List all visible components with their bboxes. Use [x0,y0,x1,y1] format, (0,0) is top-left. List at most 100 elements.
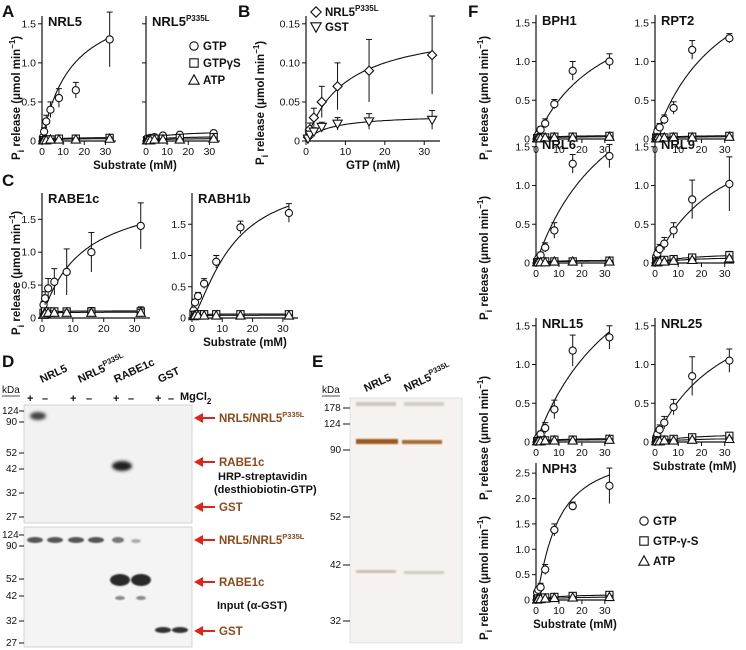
A1-x-label: Substrate (mM) [93,160,177,172]
A2-point-2-4 [157,133,169,144]
C1-point-2-6 [135,307,147,317]
marker-e-32: 32 [330,616,342,627]
F_NRL6-point-0-5 [568,159,577,168]
C2-point-0-4 [212,257,221,266]
chart-b-gtp: 0 10 20 30 0 0.05 0.10 0.15 GTP (mM) NRL5P335L GST [280,4,440,172]
B-point-1-6 [426,115,438,126]
marker-bottom-42: 42 [6,591,18,602]
sign-plus-4: + [155,393,161,405]
F_NPH3-point-2-4 [548,592,560,603]
F_NPH3-ytick-label-5: 2.5 [515,468,530,480]
panel-letter-b: B [238,2,250,21]
F_NRL6-ytick-label-2: 1.0 [515,180,530,192]
marker-top-124: 124 [2,406,19,417]
lane-header-nrl5: NRL5 [38,363,69,386]
F_NRL15-ytick-label-2: 1.0 [515,359,530,371]
A1-point-0-3 [46,105,55,114]
chart-a-nrl5-p335l: 0 10 20 30 NRL5P335L GTP GTPγS ATP [141,14,241,158]
C1-point-0-4 [62,267,71,277]
F_NRL6-xtick-label-1: 10 [553,268,565,280]
C2-xtick-label-2: 20 [247,323,259,335]
gel-faint-1 [356,570,396,573]
arrow-top-rabe1c-label: RABE1c [219,457,265,469]
legend-a-gtpgs-label: GTPγS [203,58,241,70]
gel-faint-2 [404,571,444,574]
gel-e-markers: 178 124 90 52 42 32 [324,403,350,627]
C2-point-0-2 [193,291,203,301]
marker-bottom-27: 27 [6,638,18,649]
F_NPH3-ytick-label-1: 0.5 [515,569,530,581]
marker-bottom-90: 90 [6,541,18,552]
legend-b-nrl5-icon [310,6,322,18]
F_NRL6-point-2-3 [539,256,551,267]
F_NPH3-x-label: Substrate (mM) [533,619,617,631]
legend-a-gtpgs-icon [189,58,199,68]
arrow-top-nrl5-label: NRL5/NRL5P335L [219,410,305,425]
B-ytick-label-0: 0 [294,136,300,148]
A1-point-2-4 [53,133,65,144]
F_NRL15-title: NRL15 [542,316,583,331]
F_BPH1-point-0-4 [550,99,559,109]
F_NPH3-ytick-label-4: 2.0 [515,493,530,505]
C2-point-2-3 [198,309,210,320]
A1-xtick-label-1: 10 [57,146,69,158]
lane-header-gst: GST [156,365,182,386]
B-point-1-3 [316,122,328,133]
F_NPH3-xtick-label-3: 30 [599,605,611,617]
sign-minus-2: – [86,393,92,405]
F_NRL6-xtick-label-2: 20 [576,268,588,280]
A1-point-2-6 [104,132,116,143]
C1-xtick-label-3: 30 [129,323,141,335]
F_NRL6-point-2-4 [548,255,560,266]
F_NRL15-xtick-label-1: 10 [553,447,565,459]
C2-ytick-label-2: 1.0 [171,250,186,262]
F_NPH3-xtick-label-1: 10 [553,605,565,617]
marker-bottom-32: 32 [6,616,18,627]
band-bottom-gst-1 [155,627,171,633]
F_NRL15-point-0-4 [550,405,559,414]
F_NPH3-xtick-label-0: 0 [533,605,539,617]
F_RPT2-point-0-5 [688,45,697,55]
blot-top-membrane [23,404,193,524]
F_RPT2-point-2-4 [668,131,680,142]
F_BPH1-ytick-label-2: 1.0 [515,56,530,68]
F_NRL25-xtick-label-0: 0 [652,447,658,459]
C1-ytick-label-2: 1.0 [21,247,36,259]
band-bottom-5 [112,537,124,543]
sign-minus-4: – [168,393,174,405]
chart-a-nrl5: 0 10 20 30 0 0.5 1.0 1.5 NRL5 Substrate (mM) [21,11,177,172]
F_RPT2-ytick-label-2: 1.0 [634,56,649,68]
F_BPH1-title: BPH1 [542,13,577,28]
legend-b-gst-label: GST [325,22,349,34]
F_NRL6-xtick-label-0: 0 [533,268,539,280]
F_NRL15-xtick-label-0: 0 [533,447,539,459]
B-xtick-label-1: 10 [340,146,352,158]
F_NRL9-point-0-6 [725,179,734,189]
F_RPT2-point-2-3 [658,131,670,142]
marker-bottom-124: 124 [2,530,19,541]
gel-smear-2 [404,402,444,406]
A1-xtick-label-3: 30 [100,146,112,158]
top-caption-line2: (desthiobiotin-GTP) [214,484,317,496]
F_BPH1-xtick-label-1: 10 [553,144,565,156]
F_NRL25-ytick-label-1: 0.5 [634,398,649,410]
legend-f-atp-label: ATP [653,556,675,568]
y-axis-label-a: Pi release (μmol min−1) [8,36,26,160]
F_BPH1-xtick-label-2: 20 [576,144,588,156]
F_BPH1-point-2-4 [548,131,560,142]
F_NRL6-point-0-3 [541,243,550,252]
gel-smear-1 [356,402,396,406]
F_NRL25-point-2-3 [658,434,670,445]
marker-top-42: 42 [6,464,18,475]
F_RPT2-point-0-4 [669,103,678,113]
F_NRL15-xtick-label-3: 30 [599,447,611,459]
A1-title: NRL5 [48,14,82,29]
C2-point-0-5 [236,223,245,232]
F_NRL25-point-0-4 [669,402,678,412]
A1-point-2-3 [44,133,56,144]
marker-top-32: 32 [6,488,18,499]
arrow-bottom-rabe1c-label: RABE1c [219,577,265,589]
C1-ytick-label-3: 1.5 [21,214,36,226]
sign-plus-3: + [113,393,119,405]
